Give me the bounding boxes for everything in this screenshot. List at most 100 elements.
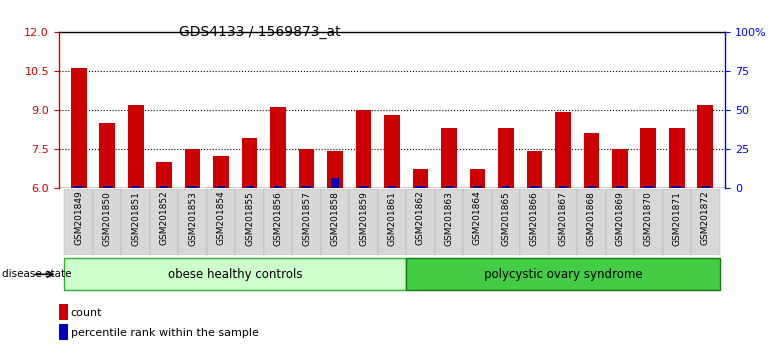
Text: disease state: disease state [2, 269, 71, 279]
Bar [583, 133, 599, 188]
Bar [520, 189, 549, 255]
Bar [691, 189, 720, 255]
Bar [406, 258, 720, 290]
Bar [701, 186, 710, 188]
Text: count: count [71, 308, 102, 318]
Text: GSM201865: GSM201865 [502, 191, 510, 246]
Bar [299, 149, 314, 188]
Bar [502, 186, 510, 188]
Bar [388, 186, 396, 188]
Bar [241, 138, 257, 188]
Bar [156, 162, 172, 188]
Text: GSM201857: GSM201857 [302, 191, 311, 246]
Bar [303, 186, 311, 188]
Text: GSM201863: GSM201863 [445, 191, 453, 246]
Bar [327, 151, 343, 188]
Bar [473, 186, 481, 188]
Text: GSM201869: GSM201869 [615, 191, 624, 246]
Bar [530, 186, 539, 188]
Bar [384, 115, 400, 188]
Bar [641, 128, 656, 188]
Text: GSM201850: GSM201850 [103, 191, 111, 246]
Text: GDS4133 / 1569873_at: GDS4133 / 1569873_at [179, 25, 340, 39]
Text: GSM201853: GSM201853 [188, 191, 197, 246]
Bar [270, 107, 286, 188]
Bar [527, 151, 543, 188]
Bar [634, 189, 662, 255]
Bar [264, 189, 292, 255]
Bar [64, 189, 93, 255]
Bar [406, 189, 434, 255]
Bar [356, 110, 372, 188]
Text: percentile rank within the sample: percentile rank within the sample [71, 328, 259, 338]
Bar [673, 186, 681, 188]
Text: obese healthy controls: obese healthy controls [168, 268, 303, 281]
Bar [331, 178, 339, 188]
Bar [93, 189, 122, 255]
Text: GSM201867: GSM201867 [558, 191, 568, 246]
Bar [64, 258, 406, 290]
Bar [434, 189, 463, 255]
Bar [71, 68, 86, 188]
Text: GSM201864: GSM201864 [473, 191, 482, 245]
Bar [207, 189, 235, 255]
Bar [577, 189, 605, 255]
Text: GSM201849: GSM201849 [74, 191, 83, 245]
Bar [213, 156, 229, 188]
Bar [378, 189, 406, 255]
Bar [498, 128, 514, 188]
Bar [185, 149, 201, 188]
Bar [615, 186, 624, 188]
Bar [160, 186, 169, 188]
Bar [292, 189, 321, 255]
Bar [321, 189, 350, 255]
Bar [605, 189, 634, 255]
Bar [245, 186, 254, 188]
Text: GSM201854: GSM201854 [216, 191, 226, 245]
Bar [549, 189, 577, 255]
Text: polycystic ovary syndrome: polycystic ovary syndrome [484, 268, 642, 281]
Text: GSM201858: GSM201858 [331, 191, 339, 246]
Bar [441, 128, 457, 188]
Text: GSM201870: GSM201870 [644, 191, 653, 246]
Bar [359, 186, 368, 188]
Bar [555, 112, 571, 188]
Text: GSM201852: GSM201852 [160, 191, 169, 245]
Bar [217, 186, 226, 188]
Bar [558, 186, 567, 188]
Bar [188, 186, 197, 188]
Bar [103, 186, 111, 188]
Bar [150, 189, 179, 255]
Text: GSM201851: GSM201851 [131, 191, 140, 246]
Bar [492, 189, 520, 255]
Bar [698, 104, 713, 188]
Bar [416, 186, 425, 188]
Text: GSM201872: GSM201872 [701, 191, 710, 245]
Bar [274, 186, 282, 188]
Text: GSM201855: GSM201855 [245, 191, 254, 246]
Bar [669, 128, 684, 188]
Bar [132, 186, 140, 188]
Bar [470, 170, 485, 188]
Bar [179, 189, 207, 255]
Bar [235, 189, 264, 255]
Text: GSM201871: GSM201871 [673, 191, 681, 246]
Text: GSM201866: GSM201866 [530, 191, 539, 246]
Bar [412, 170, 428, 188]
Text: GSM201862: GSM201862 [416, 191, 425, 245]
Bar [74, 186, 83, 188]
Bar [122, 189, 150, 255]
Bar [445, 186, 453, 188]
Bar [662, 189, 691, 255]
Bar [100, 123, 115, 188]
Bar [350, 189, 378, 255]
Bar [612, 149, 628, 188]
Text: GSM201859: GSM201859 [359, 191, 368, 246]
Text: GSM201861: GSM201861 [387, 191, 397, 246]
Bar [644, 186, 652, 188]
Text: GSM201868: GSM201868 [587, 191, 596, 246]
Bar [128, 104, 143, 188]
Text: GSM201856: GSM201856 [274, 191, 282, 246]
Bar [463, 189, 492, 255]
Bar [587, 186, 596, 188]
